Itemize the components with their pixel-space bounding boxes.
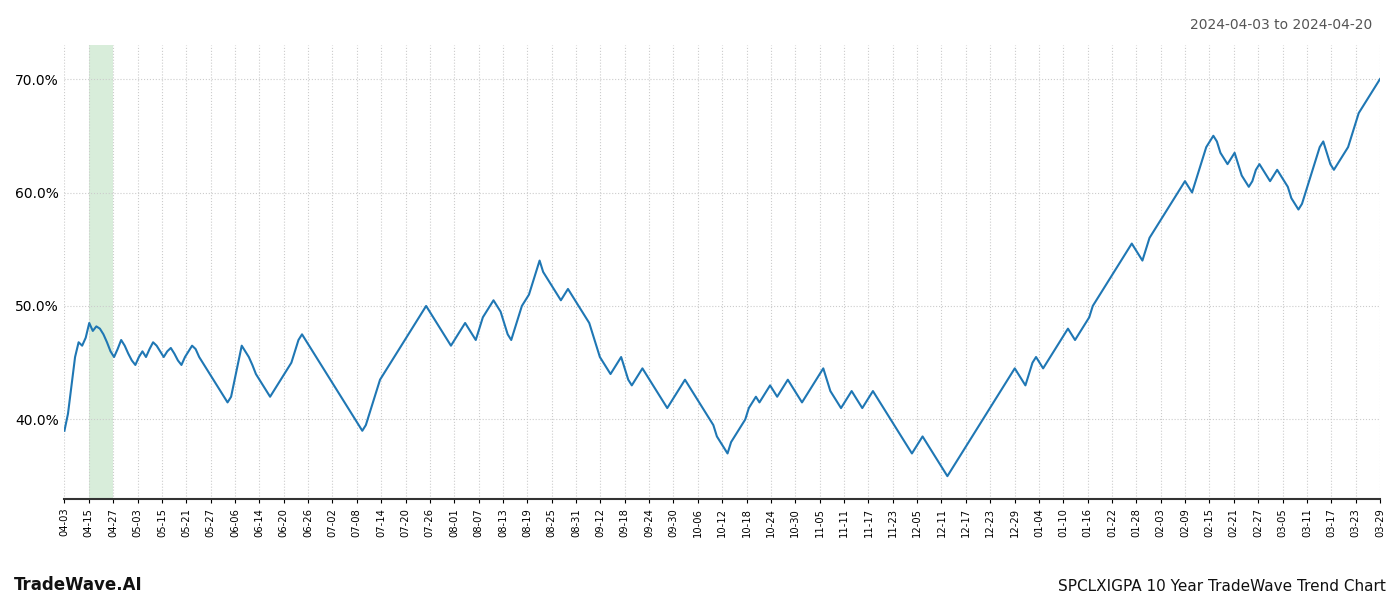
- Text: TradeWave.AI: TradeWave.AI: [14, 576, 143, 594]
- Text: 2024-04-03 to 2024-04-20: 2024-04-03 to 2024-04-20: [1190, 18, 1372, 32]
- Text: SPCLXIGPA 10 Year TradeWave Trend Chart: SPCLXIGPA 10 Year TradeWave Trend Chart: [1058, 579, 1386, 594]
- Bar: [88, 45, 113, 499]
